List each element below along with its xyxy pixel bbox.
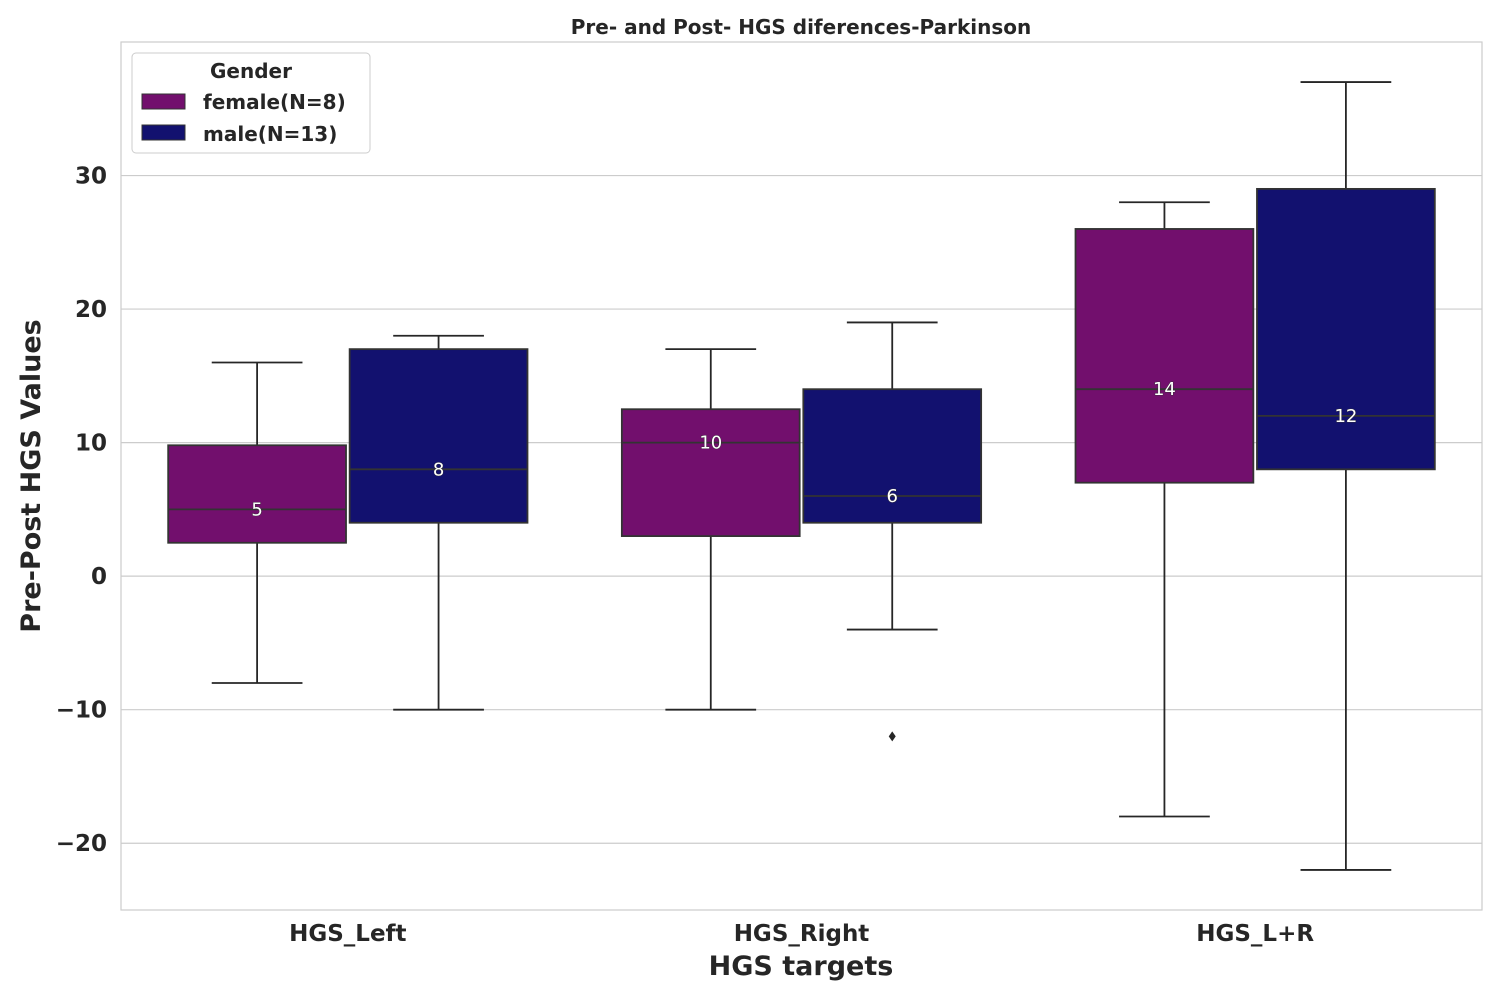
median-label: 12 (1334, 406, 1357, 427)
iqr-box (167, 444, 347, 544)
median-label: 14 (1153, 379, 1176, 400)
x-axis-label: HGS targets (709, 951, 894, 982)
legend-frame (131, 52, 371, 154)
iqr-box (802, 388, 983, 524)
y-tick-label: 10 (75, 431, 107, 457)
x-axis-ticks: HGS_Left HGS_Right HGS_L+R (289, 921, 1314, 947)
median-label: 6 (887, 486, 898, 507)
legend-title: Gender (210, 59, 292, 83)
legend-swatch-female (141, 93, 186, 110)
x-tick-label-hgs-left: HGS_Left (289, 921, 406, 947)
box-male-n-13-hgs-left: 8 (348, 334, 529, 711)
grid-lines (121, 174, 1482, 844)
y-tick-label: −10 (56, 698, 107, 724)
median-label: 10 (699, 433, 722, 454)
plot-area-frame (120, 41, 1483, 911)
box-male-n-13-hgs-l-r: 12 (1256, 81, 1436, 871)
x-tick-label-hgs-right: HGS_Right (734, 921, 870, 947)
iqr-box (348, 348, 529, 524)
iqr-box (1074, 228, 1255, 484)
y-tick-label: −20 (56, 831, 107, 857)
y-axis-label: Pre-Post HGS Values (16, 319, 47, 632)
box-female-n-8-hgs-left: 5 (167, 361, 347, 684)
y-tick-label: 20 (75, 297, 107, 323)
iqr-box (620, 408, 801, 537)
median-label: 8 (433, 459, 444, 480)
chart-title: Pre- and Post- HGS diferences-Parkinson (571, 15, 1032, 39)
legend: Gender female(N=8) male(N=13) (131, 52, 371, 154)
x-tick-label-hgs-l-r: HGS_L+R (1196, 921, 1314, 947)
box-female-n-8-hgs-right: 10 (620, 348, 801, 711)
y-tick-label: 30 (75, 164, 107, 190)
legend-swatch-male (141, 124, 186, 141)
legend-label-female: female(N=8) (203, 90, 346, 114)
y-tick-label: 0 (91, 564, 107, 590)
iqr-box (1256, 187, 1436, 471)
y-axis-ticks: −20 −10 0 10 20 30 (56, 164, 107, 858)
legend-label-male: male(N=13) (203, 122, 337, 146)
median-label: 5 (251, 499, 262, 520)
box-male-n-13-hgs-right: 6 (802, 321, 983, 742)
box-female-n-8-hgs-l-r: 14 (1074, 201, 1255, 818)
box-series: 5 10 14 8 6 12 (167, 81, 1436, 871)
outlier-point (888, 731, 896, 742)
